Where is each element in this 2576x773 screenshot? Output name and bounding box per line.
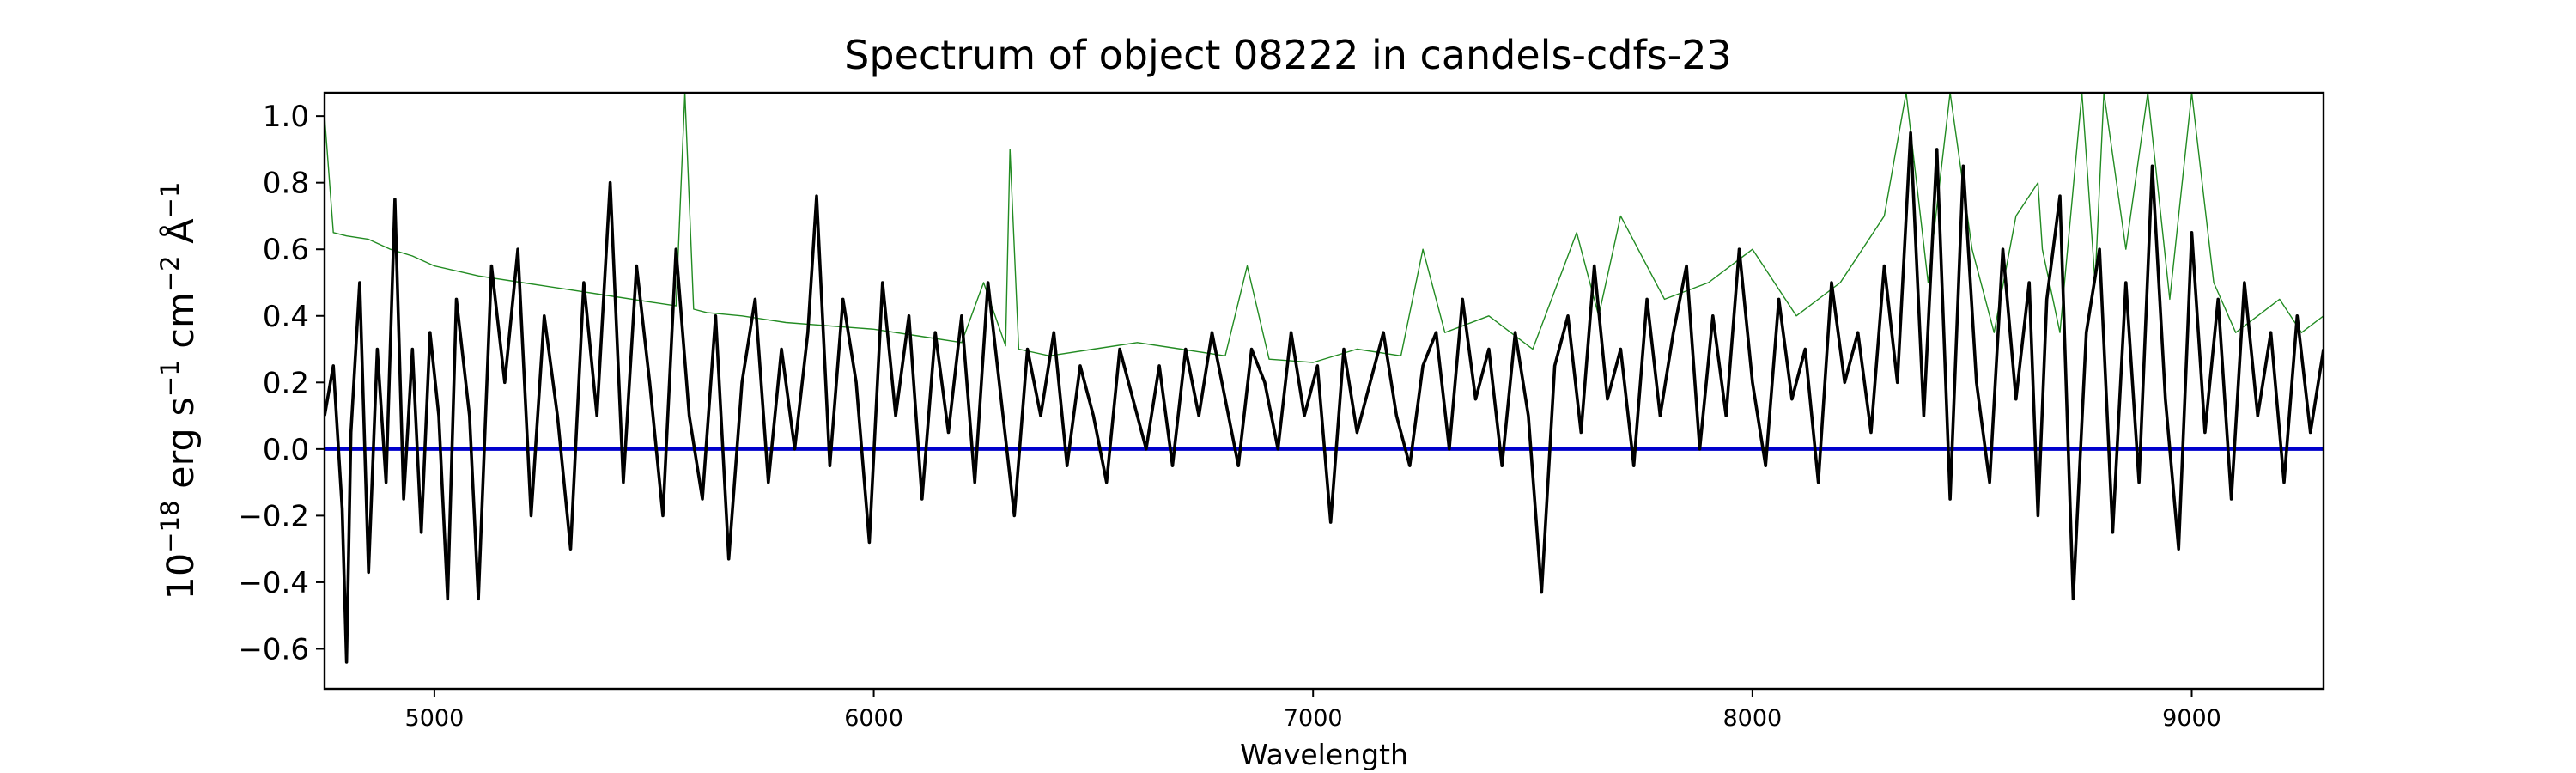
plot-area (323, 91, 2325, 691)
x-tick-label: 7000 (1284, 705, 1343, 732)
y-tick-label: 0.0 (263, 433, 309, 467)
plot-frame (323, 91, 2325, 691)
series-layer (325, 93, 2324, 664)
x-tick-label: 5000 (405, 705, 465, 732)
y-tick-label: 0.4 (263, 300, 309, 334)
x-tick-label: 6000 (844, 705, 903, 732)
y-label-angstrom: Å (159, 218, 203, 256)
y-axis-label: 10−18 erg s−1 cm−2 Å−1 (155, 182, 203, 600)
flux-series-line (325, 131, 2324, 664)
y-label-angstrom-exponent: −1 (155, 182, 185, 219)
x-axis: 5000 6000 7000 8000 9000 (405, 689, 2221, 732)
y-label-s-exponent: −1 (155, 360, 185, 397)
y-tick-label: 0.6 (263, 233, 309, 267)
plot-background (325, 93, 2324, 689)
y-tick-label: −0.4 (238, 566, 309, 600)
y-label-erg: erg s (160, 397, 203, 500)
chart-title: Spectrum of object 08222 in candels-cdfs… (844, 32, 1732, 78)
error-series-line (325, 93, 2324, 363)
y-tick-label: −0.6 (238, 632, 309, 666)
y-tick-label: −0.2 (238, 499, 309, 533)
x-tick-label: 8000 (1722, 705, 1782, 732)
y-tick-label: 0.2 (263, 366, 309, 400)
y-label-base: 10 (160, 553, 203, 600)
y-label-cm: cm (160, 292, 203, 360)
y-label-base-exponent: −18 (155, 501, 185, 553)
y-tick-label: 0.8 (263, 167, 309, 201)
x-axis-label: Wavelength (1240, 738, 1408, 771)
y-axis: −0.6 −0.4 −0.2 0.0 0.2 0.4 0.6 0.8 1.0 (238, 100, 325, 666)
y-tick-label: 1.0 (263, 100, 309, 134)
x-tick-label: 9000 (2162, 705, 2221, 732)
y-label-cm-exponent: −2 (155, 255, 185, 292)
